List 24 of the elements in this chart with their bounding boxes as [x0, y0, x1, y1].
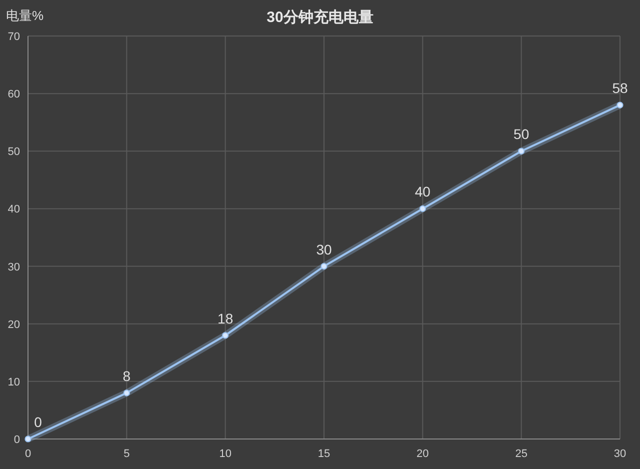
data-label: 8 — [122, 368, 131, 384]
xtick: 25 — [515, 448, 528, 460]
ytick: 20 — [8, 318, 20, 331]
xtick: 0 — [24, 448, 32, 460]
ytick: 60 — [8, 88, 20, 101]
ytick: 30 — [8, 261, 20, 274]
xtick: 5 — [124, 448, 130, 460]
xtick: 10 — [219, 448, 232, 460]
xtick: 20 — [416, 448, 429, 460]
xtick: 30 — [614, 448, 626, 460]
data-label: 0 — [34, 414, 42, 430]
ylabel: 电量% — [6, 8, 44, 23]
data-label: 30 — [316, 241, 332, 258]
data-label: 18 — [218, 310, 234, 326]
ytick: 50 — [8, 146, 20, 158]
ytick: 40 — [8, 204, 20, 216]
title: 30分钟充电电量 — [266, 9, 374, 26]
xtick: 15 — [318, 448, 330, 460]
data-label: 40 — [414, 184, 430, 200]
ytick: 70 — [8, 31, 20, 43]
data-label: 50 — [514, 126, 530, 142]
ytick: 0 — [14, 434, 20, 446]
data-label: 58 — [612, 80, 628, 96]
ytick: 10 — [8, 376, 20, 388]
